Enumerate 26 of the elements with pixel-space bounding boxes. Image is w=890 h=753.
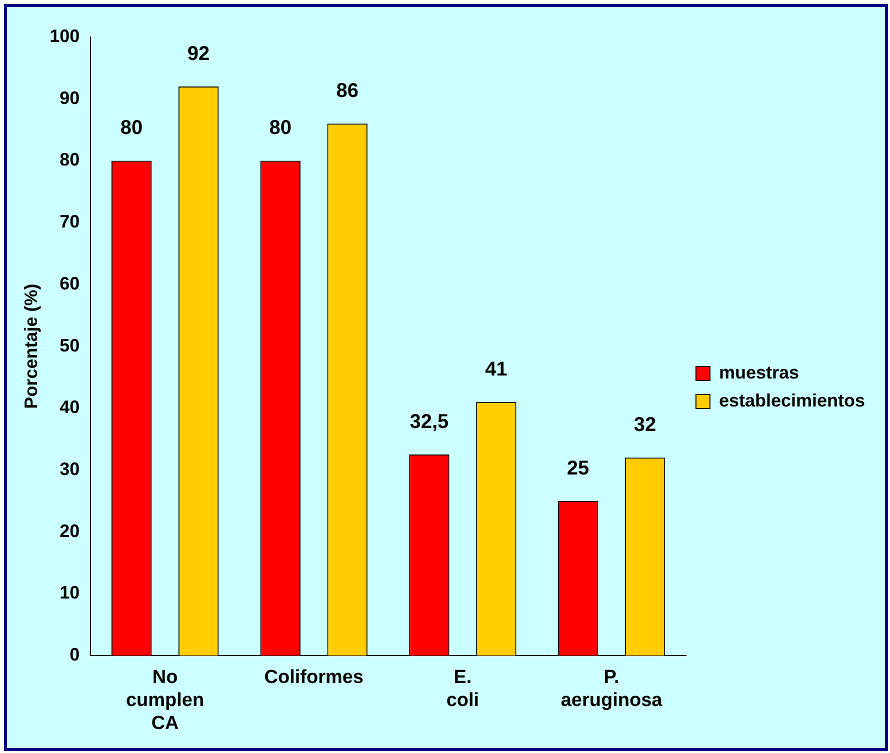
data-label: 32 — [634, 414, 656, 436]
y-tick-label: 60 — [60, 273, 80, 294]
y-tick-label: 40 — [60, 397, 80, 418]
data-label: 86 — [336, 80, 358, 102]
data-label: 92 — [187, 43, 210, 66]
data-label: 41 — [485, 358, 508, 380]
data-label: 80 — [269, 117, 292, 140]
y-tick-label: 20 — [60, 520, 80, 541]
y-tick-label: 70 — [60, 212, 80, 232]
x-tick-label: E. coli — [446, 667, 480, 712]
data-label: 25 — [566, 457, 590, 480]
y-tick-label: 10 — [60, 582, 80, 603]
data-label: 32,5 — [410, 411, 449, 434]
y-tick-label: 90 — [60, 88, 80, 108]
legend-label: muestras — [718, 362, 799, 382]
y-tick-label: 100 — [50, 26, 80, 46]
y-tick-label: 0 — [70, 644, 80, 665]
y-tick-label: 30 — [60, 458, 80, 479]
y-tick-label: 50 — [60, 335, 80, 356]
x-tick-label: No cumplen CA — [126, 667, 204, 734]
y-tick-label: 80 — [60, 150, 80, 170]
x-tick-label: Coliformes — [264, 667, 364, 688]
y-axis-title: Porcentaje (%) — [20, 284, 41, 409]
data-label: 80 — [120, 117, 143, 140]
x-tick-label: P. aeruginosa — [560, 667, 663, 712]
legend-label: establecimientos — [718, 390, 866, 410]
